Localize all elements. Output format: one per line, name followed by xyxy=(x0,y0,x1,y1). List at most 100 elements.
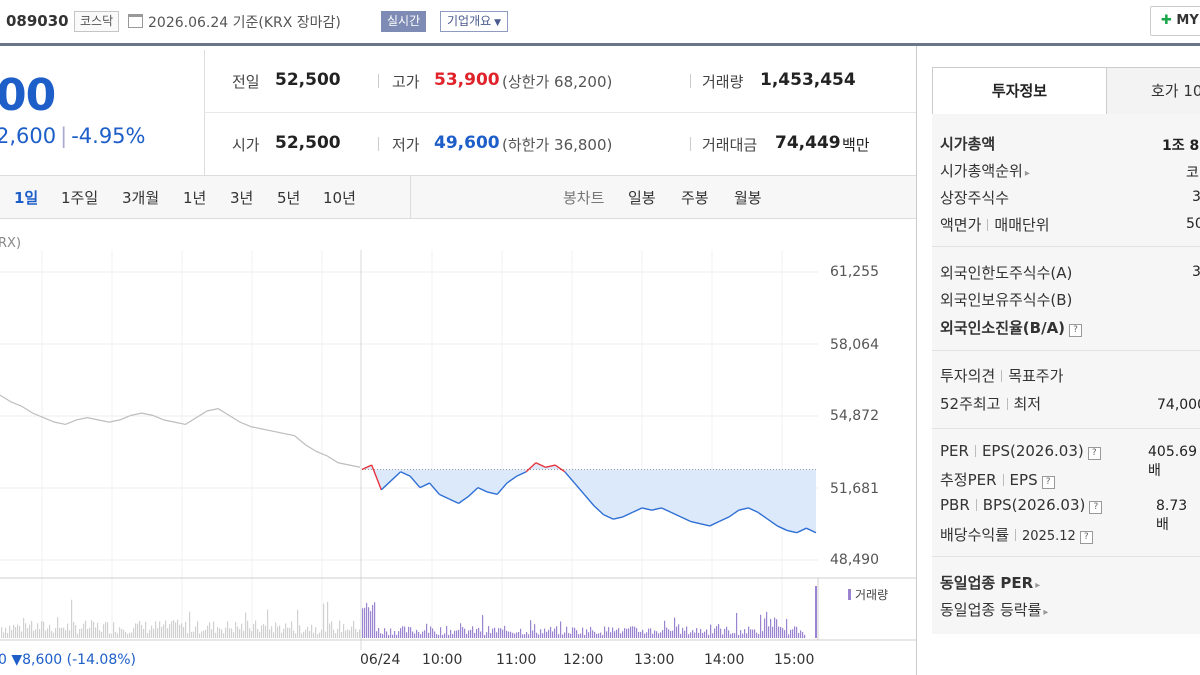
volume-bar xyxy=(95,627,97,638)
help-icon[interactable]: ? xyxy=(1089,501,1103,514)
volume-bar xyxy=(169,624,171,638)
volume-bar xyxy=(552,631,554,638)
tab-1week[interactable]: 1주일 xyxy=(61,189,99,207)
volume-bar xyxy=(388,634,390,638)
volume-bar xyxy=(420,634,422,638)
volume-bar xyxy=(359,629,361,638)
tab-1day[interactable]: 1일 xyxy=(14,189,39,207)
volume-bar xyxy=(574,627,576,638)
today-price-line-segment xyxy=(361,464,372,471)
peer-per-link[interactable]: 동일업종 PER ▸ xyxy=(940,572,1040,593)
volume-bar xyxy=(323,603,325,638)
volume-bar xyxy=(436,634,438,638)
volume-bar xyxy=(430,626,432,638)
foreign-limit-value: 3 xyxy=(1192,264,1200,280)
volume-bar xyxy=(650,628,652,638)
change-amount: 2,600 xyxy=(0,124,57,148)
tab-10year[interactable]: 10년 xyxy=(323,189,356,207)
volume-bar xyxy=(177,619,179,638)
help-icon[interactable]: ? xyxy=(1041,476,1055,489)
my-stock-button[interactable]: ✚ MY xyxy=(1150,6,1200,36)
volume-bar xyxy=(187,633,189,638)
volume-bar xyxy=(347,629,349,638)
volume-bar xyxy=(141,625,143,638)
volume-bar xyxy=(586,629,588,638)
volume-bar xyxy=(794,626,796,638)
volume-bar xyxy=(434,631,436,638)
high-label: 고가 xyxy=(392,73,420,91)
volume-bar xyxy=(7,632,9,638)
tab-1year[interactable]: 1년 xyxy=(183,189,207,207)
volume-bar xyxy=(291,621,293,638)
volume-bar xyxy=(736,612,738,638)
volume-bar xyxy=(452,633,454,638)
tab-order-book[interactable]: 호가 10 xyxy=(1106,67,1200,115)
market-cap-label: 시가총액 xyxy=(940,135,996,153)
intraday-price-chart[interactable] xyxy=(0,220,916,650)
tab-daily[interactable]: 일봉 xyxy=(628,189,656,207)
stock-header-bar xyxy=(0,0,1200,46)
tab-3year[interactable]: 3년 xyxy=(230,189,254,207)
volume-bar xyxy=(514,633,516,638)
divider xyxy=(410,175,411,219)
today-price-line-segment xyxy=(612,516,623,520)
volume-bar xyxy=(756,632,758,638)
volume-bar xyxy=(728,630,730,638)
volume-bar xyxy=(329,623,331,638)
volume-bar xyxy=(446,626,448,638)
volume-bar xyxy=(17,624,19,638)
volume-bar xyxy=(652,633,654,638)
market-cap-rank-link[interactable]: 시가총액순위 ▸ xyxy=(940,160,1030,181)
today-price-line-segment xyxy=(496,482,508,495)
volume-bar xyxy=(526,632,528,638)
tab-5year[interactable]: 5년 xyxy=(277,189,301,207)
volume-bar xyxy=(1,627,3,638)
peer-rate-link[interactable]: 동일업종 등락률 ▸ xyxy=(940,599,1048,620)
tab-invest-info[interactable]: 투자정보 xyxy=(932,67,1107,115)
foreign-ratio-label: 외국인소진율(B/A)? xyxy=(940,317,1083,338)
volume-bar xyxy=(283,628,285,638)
volume-bar xyxy=(702,632,704,638)
volume-bar xyxy=(410,627,412,638)
volume-bar xyxy=(35,629,37,638)
volume-bar xyxy=(131,632,133,638)
tab-candle-chart[interactable]: 봉차트 xyxy=(563,189,605,207)
tab-monthly[interactable]: 월봉 xyxy=(734,189,762,207)
volume-bar xyxy=(654,630,656,638)
high52-label: 52주최고 xyxy=(940,395,1001,413)
volume-bar xyxy=(566,626,568,638)
volume-bar xyxy=(297,609,299,638)
volume-bar xyxy=(217,627,219,638)
volume-bar xyxy=(61,627,63,638)
volume-bar xyxy=(19,626,21,638)
realtime-button[interactable]: 실시간 xyxy=(381,11,427,32)
divider xyxy=(1002,474,1004,486)
volume-bar xyxy=(99,630,101,638)
tab-3month[interactable]: 3개월 xyxy=(122,189,160,207)
volume-bar xyxy=(155,621,157,638)
volume-bar xyxy=(792,629,794,638)
low-value: 49,600 xyxy=(434,133,500,153)
volume-bar xyxy=(690,632,692,638)
tab-weekly[interactable]: 주봉 xyxy=(681,189,709,207)
week52-range: 52주최고 최저 xyxy=(940,393,1041,414)
volume-bar xyxy=(101,631,103,638)
volume-bar xyxy=(750,629,752,638)
help-icon[interactable]: ? xyxy=(1069,324,1083,337)
volume-bar xyxy=(426,623,428,638)
volume-bar xyxy=(239,629,241,638)
volume-bar xyxy=(402,626,404,638)
help-icon[interactable]: ? xyxy=(1087,447,1101,460)
volume-bar xyxy=(714,628,716,638)
volume-bar xyxy=(474,632,476,638)
volume-bar xyxy=(191,631,193,638)
help-icon[interactable]: ? xyxy=(1079,531,1093,544)
volume-bar xyxy=(616,629,618,638)
prev-close-value: 52,500 xyxy=(275,70,341,90)
volume-bar xyxy=(115,631,117,638)
volume-bar xyxy=(584,634,586,638)
volume-bar xyxy=(560,621,562,638)
company-overview-button[interactable]: 기업개요 ▼ xyxy=(440,11,509,32)
volume-bar xyxy=(41,621,43,638)
volume-bar xyxy=(33,630,35,638)
